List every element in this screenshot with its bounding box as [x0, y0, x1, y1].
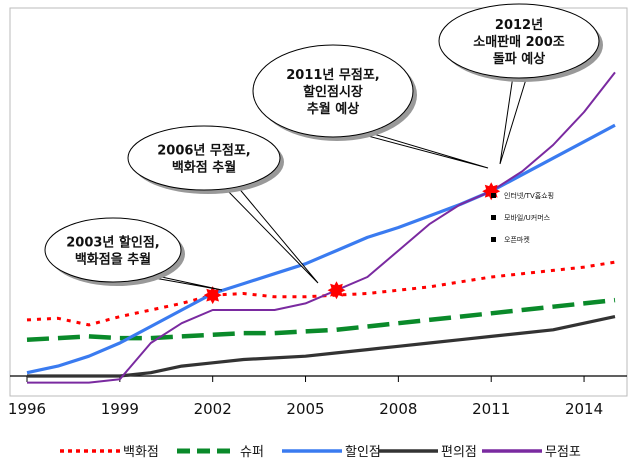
- callout-bubble: [127, 125, 281, 191]
- inset-item: 모바일/U커머스: [504, 213, 551, 222]
- series-layer: [26, 71, 616, 384]
- inset-item: 오픈마켓: [504, 235, 530, 244]
- callout-text: 2012년: [495, 18, 543, 33]
- callout-bubble: [44, 217, 182, 283]
- plot-frame: [9, 7, 628, 397]
- inset-bullet: [491, 215, 496, 220]
- callout-pointer: [499, 75, 528, 165]
- callout-text: 추월 예상: [307, 101, 359, 117]
- legend-label: 할인점: [345, 445, 381, 460]
- x-tick-label: 2005: [286, 400, 324, 418]
- callout-text: 2011년 무점포,: [286, 68, 380, 83]
- legend-label: 슈퍼: [240, 445, 264, 460]
- x-tick-label: 2011: [472, 400, 510, 418]
- callout-text: 백화점을 추월: [75, 252, 151, 268]
- series-line: [27, 71, 616, 384]
- legend-label: 무점포: [545, 445, 581, 460]
- series-line: [26, 123, 616, 375]
- legend: 백화점 슈퍼 할인점 편의점 무점포: [60, 445, 581, 460]
- callout-pointer: [352, 131, 489, 169]
- series-line: [26, 297, 616, 342]
- callout-bubble: [438, 3, 600, 79]
- callout-text: 백화점 추월: [172, 160, 236, 176]
- callout-text: 2003년 할인점,: [66, 235, 160, 251]
- crossover-marker: [203, 286, 222, 305]
- callout-text: 2006년 무점포,: [157, 144, 251, 159]
- inset-item: 인터넷/TV홈쇼핑: [504, 191, 554, 200]
- x-tick-label: 2002: [194, 400, 232, 418]
- x-ticks: 1996 1999 2002 2005 2008 2011 2014: [8, 376, 603, 418]
- x-tick-label: 1996: [8, 400, 46, 418]
- callout-text: 돌파 예상: [493, 51, 545, 67]
- x-tick-label: 2008: [379, 400, 417, 418]
- crossover-marker: [327, 281, 346, 300]
- callout-text: 소매판매 200조: [473, 34, 565, 50]
- callout-text: 할인점시장: [303, 84, 363, 100]
- callout-bubble: [252, 44, 414, 138]
- x-tick-label: 1999: [101, 400, 139, 418]
- inset-bullet: [491, 193, 496, 198]
- callouts: 2003년 할인점,백화점을 추월 2006년 무점포,백화점 추월 2011년 무…: [44, 3, 603, 291]
- inset-bullet: [491, 237, 496, 242]
- x-tick-label: 2014: [565, 400, 603, 418]
- series-line: [27, 315, 616, 378]
- legend-label: 백화점: [123, 445, 159, 460]
- legend-label: 편의점: [441, 445, 477, 460]
- callout-pointer: [221, 185, 319, 284]
